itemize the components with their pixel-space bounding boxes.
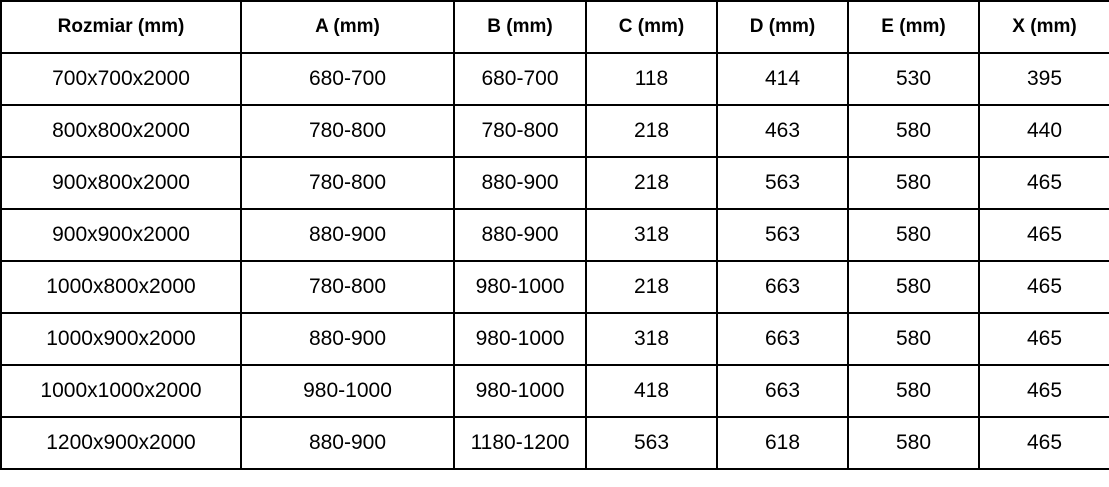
table-cell: 418 — [585, 364, 718, 418]
table-cell: 530 — [847, 52, 980, 106]
table-cell: 218 — [585, 104, 718, 158]
table-cell: 880-900 — [453, 208, 587, 262]
table-cell: 900x900x2000 — [0, 208, 242, 262]
table-cell: 780-800 — [453, 104, 587, 158]
table-cell: 880-900 — [240, 416, 455, 470]
table-cell: 780-800 — [240, 104, 455, 158]
table-cell: 780-800 — [240, 260, 455, 314]
table-cell: 395 — [978, 52, 1109, 106]
table-header: Rozmiar (mm) A (mm) B (mm) C (mm) D (mm) E (m… — [0, 0, 1109, 54]
table-cell: 465 — [978, 208, 1109, 262]
table-cell: 980-1000 — [453, 312, 587, 366]
table-cell: 580 — [847, 208, 980, 262]
table-cell: 1180-1200 — [453, 416, 587, 470]
table-cell: 580 — [847, 156, 980, 210]
table-cell: 465 — [978, 416, 1109, 470]
table-cell: 663 — [716, 312, 849, 366]
table-cell: 563 — [716, 208, 849, 262]
table-cell: 465 — [978, 364, 1109, 418]
table-cell: 663 — [716, 364, 849, 418]
table-cell: 218 — [585, 156, 718, 210]
table-cell: 465 — [978, 312, 1109, 366]
column-header: Rozmiar (mm) — [0, 0, 242, 54]
table-row: 900x900x2000 880-900 880-900 318 563 580 465 — [0, 208, 1109, 262]
table-cell: 680-700 — [453, 52, 587, 106]
table-cell: 700x700x2000 — [0, 52, 242, 106]
table-cell: 580 — [847, 312, 980, 366]
table-cell: 580 — [847, 416, 980, 470]
table-cell: 880-900 — [240, 208, 455, 262]
table-cell: 580 — [847, 364, 980, 418]
table-cell: 1000x900x2000 — [0, 312, 242, 366]
table-cell: 1200x900x2000 — [0, 416, 242, 470]
table-row: 900x800x2000 780-800 880-900 218 563 580 465 — [0, 156, 1109, 210]
table-cell: 900x800x2000 — [0, 156, 242, 210]
table-cell: 465 — [978, 260, 1109, 314]
table-cell: 880-900 — [240, 312, 455, 366]
table-cell: 580 — [847, 104, 980, 158]
table-cell: 463 — [716, 104, 849, 158]
table-cell: 318 — [585, 208, 718, 262]
column-header: B (mm) — [453, 0, 587, 54]
table-cell: 580 — [847, 260, 980, 314]
table-cell: 118 — [585, 52, 718, 106]
table-body: 700x700x2000 680-700 680-700 118 414 530 395 80… — [0, 52, 1109, 470]
table-cell: 680-700 — [240, 52, 455, 106]
table-cell: 1000x1000x2000 — [0, 364, 242, 418]
dimensions-table: Rozmiar (mm) A (mm) B (mm) C (mm) D (mm) E (m… — [0, 0, 1109, 470]
column-header: A (mm) — [240, 0, 455, 54]
table-row: 1000x1000x2000 980-1000 980-1000 418 663 580 4… — [0, 364, 1109, 418]
header-row: Rozmiar (mm) A (mm) B (mm) C (mm) D (mm) E (m… — [0, 0, 1109, 54]
table-cell: 1000x800x2000 — [0, 260, 242, 314]
table-cell: 318 — [585, 312, 718, 366]
table-row: 1000x800x2000 780-800 980-1000 218 663 580 465 — [0, 260, 1109, 314]
table-cell: 440 — [978, 104, 1109, 158]
table-cell: 980-1000 — [453, 260, 587, 314]
table-cell: 563 — [716, 156, 849, 210]
table-cell: 980-1000 — [240, 364, 455, 418]
table-cell: 465 — [978, 156, 1109, 210]
table-cell: 563 — [585, 416, 718, 470]
table-cell: 800x800x2000 — [0, 104, 242, 158]
table-cell: 780-800 — [240, 156, 455, 210]
table-cell: 980-1000 — [453, 364, 587, 418]
table-row: 800x800x2000 780-800 780-800 218 463 580 440 — [0, 104, 1109, 158]
column-header: E (mm) — [847, 0, 980, 54]
table-cell: 880-900 — [453, 156, 587, 210]
column-header: D (mm) — [716, 0, 849, 54]
table-row: 1200x900x2000 880-900 1180-1200 563 618 580 46… — [0, 416, 1109, 470]
table-row: 1000x900x2000 880-900 980-1000 318 663 580 465 — [0, 312, 1109, 366]
column-header: X (mm) — [978, 0, 1109, 54]
table-cell: 663 — [716, 260, 849, 314]
table-cell: 618 — [716, 416, 849, 470]
table-row: 700x700x2000 680-700 680-700 118 414 530 395 — [0, 52, 1109, 106]
table-cell: 218 — [585, 260, 718, 314]
table-cell: 414 — [716, 52, 849, 106]
column-header: C (mm) — [585, 0, 718, 54]
